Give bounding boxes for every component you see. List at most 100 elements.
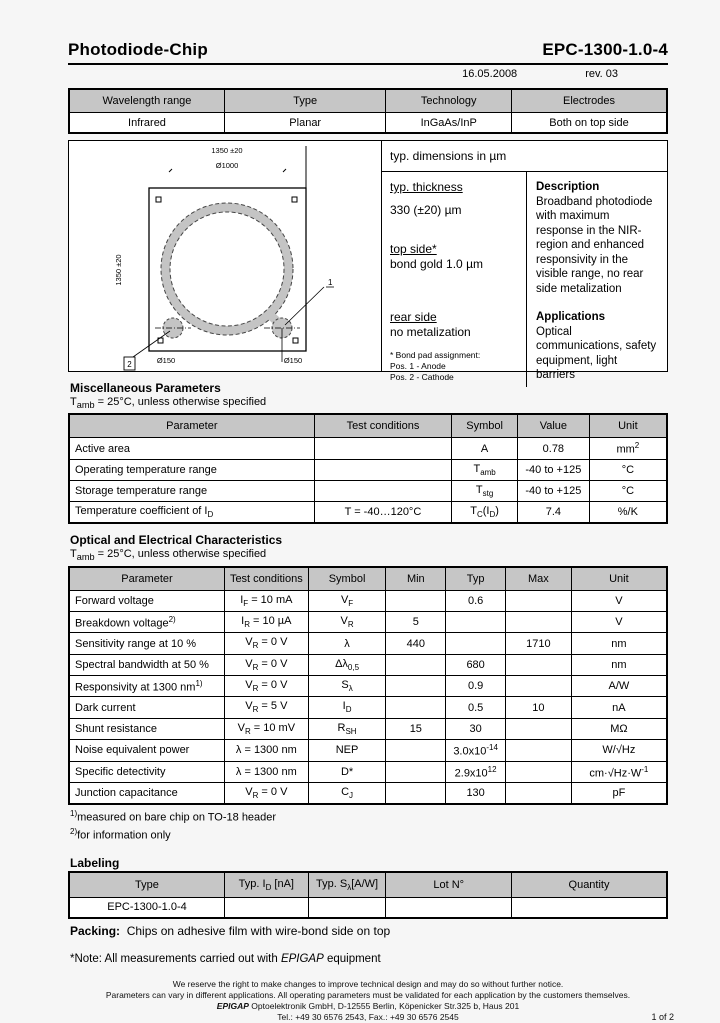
footer-address: Optoelektronik GmbH, D-12555 Berlin, Köp… <box>248 1000 520 1011</box>
table-cell: %/K <box>588 501 668 524</box>
misc-parameters-section: Miscellaneous Parameters Tamb = 25°C, un… <box>68 381 668 525</box>
table-cell: Operating temperature range <box>68 458 315 482</box>
applications-text: Optical communications, safety equipment… <box>536 325 657 382</box>
marker-2-box <box>123 356 136 371</box>
table-cell: pF <box>570 782 668 805</box>
column-header: Typ. ID [nA] <box>223 871 309 898</box>
table-row: Specific detectivity λ = 1300 nm D* 2.9x101… <box>68 760 668 784</box>
table-cell: VR = 5 V <box>223 696 309 719</box>
ring-inner-outline <box>169 211 285 327</box>
table-cell <box>313 437 453 460</box>
table-cell: 3.0x10-14 <box>445 738 507 762</box>
table-cell: Both on top side <box>511 112 668 134</box>
column-header: Wavelength range <box>68 88 225 113</box>
table-cell <box>385 653 447 676</box>
dims-note: typ. dimensions in µm <box>382 141 667 172</box>
table-cell: Storage temperature range <box>68 480 315 503</box>
table-cell: 10 <box>505 696 572 719</box>
table-cell <box>505 589 572 612</box>
table-cell: A <box>451 437 518 460</box>
footer-phone: Tel.: +49 30 6576 2543, Fax.: +49 30 657… <box>277 1011 459 1022</box>
dim-pad-right-label: Ø150 <box>284 356 302 365</box>
table-cell: InGaAs/InP <box>385 112 512 134</box>
column-header: Typ. Sλ[A/W] <box>307 871 387 898</box>
column-header: Test conditions <box>223 566 309 591</box>
rear-side-label: rear side <box>390 310 437 324</box>
datasheet-page: Photodiode-Chip EPC-1300-1.0-4 16.05.200… <box>68 0 674 1023</box>
labeling-title: Labeling <box>70 855 120 870</box>
header-row: Parameter Test conditions Symbol Value Unit <box>68 413 668 439</box>
table-cell <box>505 717 572 740</box>
table-cell: RSH <box>307 717 387 740</box>
table-cell: 1710 <box>505 632 572 655</box>
table-row: Forward voltage IF = 10 mA VF 0.6 V <box>68 589 668 612</box>
table-cell: °C <box>588 480 668 503</box>
table-cell: 0.6 <box>445 589 507 612</box>
table-cell <box>385 674 447 698</box>
marker-1-label: 1 <box>328 278 333 287</box>
table-cell: VR = 0 V <box>223 632 309 655</box>
leader-line-1 <box>284 286 325 326</box>
date-revision-row: 16.05.2008 rev. 03 <box>68 65 668 88</box>
table-cell: 30 <box>445 717 507 740</box>
table-cell: VR = 0 V <box>223 782 309 805</box>
table-cell: Shunt resistance <box>68 717 225 740</box>
header-row: Parameter Test conditions Symbol Min Typ Max U… <box>68 566 668 591</box>
table-cell <box>385 782 447 805</box>
table-cell: Infrared <box>68 112 225 134</box>
table-cell: ID <box>307 696 387 719</box>
table-cell: Specific detectivity <box>68 760 225 784</box>
table-cell: -40 to +125 <box>516 480 590 503</box>
table-cell: VR = 0 V <box>223 674 309 698</box>
doc-date: 16.05.2008 <box>462 68 518 80</box>
table-cell: mm2 <box>588 437 668 460</box>
packing-label: Packing: <box>70 923 121 938</box>
oe-section-title: Optical and Electrical Characteristics <box>70 533 283 548</box>
top-side-label: top side* <box>390 242 437 256</box>
optical-electrical-section: Optical and Electrical Characteristics T… <box>68 533 668 842</box>
corner-mark <box>292 337 299 344</box>
header-row: Wavelength range Type Technology Electrodes <box>68 88 668 113</box>
table-cell: 0.78 <box>516 437 590 460</box>
table-cell: VF <box>307 589 387 612</box>
table-cell <box>307 896 387 919</box>
table-cell: Sλ <box>307 674 387 698</box>
table-row: Active area A 0.78 mm2 <box>68 437 668 460</box>
table-cell: VR <box>307 610 387 634</box>
table-cell <box>505 738 572 762</box>
overview-table: Wavelength range Type Technology Electrodes… <box>68 88 668 134</box>
table-cell: MΩ <box>570 717 668 740</box>
note-brand: EPIGAP <box>280 952 324 965</box>
table-cell: nm <box>570 653 668 676</box>
table-cell <box>505 610 572 634</box>
table-cell: VR = 0 V <box>223 653 309 676</box>
footer-line-1: We reserve the right to make changes to … <box>172 978 564 989</box>
table-row: Breakdown voltage2) IR = 10 µA VR 5 V <box>68 610 668 634</box>
table-cell: nA <box>570 696 668 719</box>
table-cell: Sensitivity range at 10 % <box>68 632 225 655</box>
table-row: Operating temperature range Tamb -40 to +1… <box>68 458 668 482</box>
table-row: Infrared Planar InGaAs/InP Both on top side <box>68 112 668 134</box>
table-cell: Spectral bandwidth at 50 % <box>68 653 225 676</box>
active-area-ring <box>161 203 293 335</box>
document-header: Photodiode-Chip EPC-1300-1.0-4 <box>68 40 668 65</box>
table-row: Dark current VR = 5 V ID 0.5 10 nA <box>68 696 668 719</box>
table-cell <box>511 896 668 919</box>
bond-pad-note: * Bond pad assignment: <box>390 349 481 360</box>
measurement-note: *Note: All measurements carried out with… <box>70 953 668 965</box>
table-cell: CJ <box>307 782 387 805</box>
table-cell: Junction capacitance <box>68 782 225 805</box>
doc-revision: rev. 03 <box>585 68 618 80</box>
description-text: Broadband photodiode with maximum respon… <box>536 195 653 295</box>
column-header: Electrodes <box>511 88 668 113</box>
table-cell: Responsivity at 1300 nm1) <box>68 674 225 698</box>
dim-pad-left-label: Ø150 <box>157 356 175 365</box>
table-cell: Planar <box>223 112 387 134</box>
table-row: Spectral bandwidth at 50 % VR = 0 V Δλ0,5 6… <box>68 653 668 676</box>
table-cell: λ <box>307 632 387 655</box>
column-header: Quantity <box>511 871 668 898</box>
table-cell: Breakdown voltage2) <box>68 610 225 634</box>
packing-text: Chips on adhesive film with wire-bond si… <box>126 923 391 938</box>
table-cell <box>385 696 447 719</box>
dim-top-label: 1350 ±20 <box>211 146 242 155</box>
